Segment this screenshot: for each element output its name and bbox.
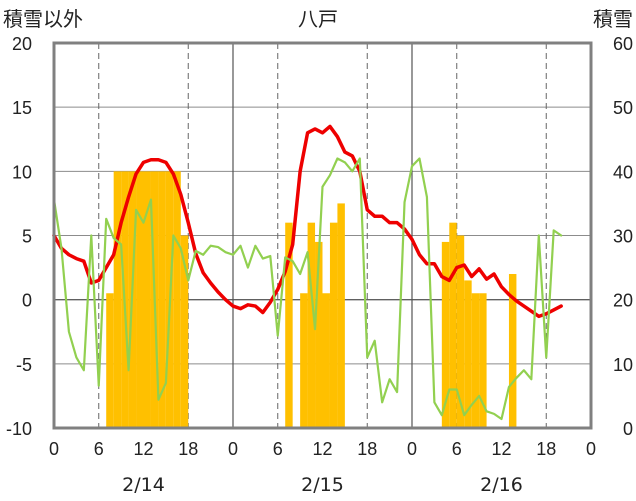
frame-layer bbox=[52, 41, 593, 430]
x-tick-hour: 12 bbox=[491, 439, 511, 459]
snow-depth-bar bbox=[441, 241, 450, 428]
x-date-label: 2/16 bbox=[480, 474, 523, 496]
snow-depth-bar bbox=[180, 235, 189, 428]
y-tick-left: 20 bbox=[12, 34, 32, 54]
snow-depth-bar bbox=[158, 171, 166, 429]
x-tick-hour: 6 bbox=[94, 439, 104, 459]
x-tick-hour: 6 bbox=[452, 439, 462, 459]
snow-depth-bar bbox=[173, 171, 181, 429]
snow-depth-bar bbox=[136, 171, 144, 429]
snow-depth-bar bbox=[337, 203, 345, 428]
x-tick-hour: 18 bbox=[536, 439, 556, 459]
snow-depth-bar bbox=[508, 274, 517, 428]
y-tick-right: 60 bbox=[613, 34, 633, 54]
x-tick-hour: 12 bbox=[133, 439, 153, 459]
snow-depth-bar bbox=[322, 293, 330, 428]
y-tick-right: 0 bbox=[623, 419, 633, 439]
snow-depth-bar bbox=[471, 293, 480, 428]
green-line bbox=[52, 157, 563, 421]
x-tick-hour: 18 bbox=[357, 439, 377, 459]
snow-depth-bar bbox=[449, 222, 457, 428]
y-tick-left: 10 bbox=[12, 162, 32, 182]
y-tick-left: 0 bbox=[22, 291, 32, 311]
x-tick-hour: 0 bbox=[49, 439, 59, 459]
snow-depth-bar bbox=[329, 222, 338, 428]
y-tick-right: 20 bbox=[613, 291, 633, 311]
y-tick-left: -10 bbox=[6, 419, 32, 439]
x-tick-hour: 18 bbox=[178, 439, 198, 459]
y-tick-left: 15 bbox=[12, 98, 32, 118]
x-tick-hour: 0 bbox=[586, 439, 596, 459]
x-tick-hour: 0 bbox=[228, 439, 238, 459]
snow-depth-bar bbox=[315, 241, 323, 428]
y-tick-left: -5 bbox=[16, 355, 32, 375]
snow-depth-bar bbox=[300, 293, 308, 428]
x-tick-hour: 0 bbox=[407, 439, 417, 459]
x-tick-hour: 6 bbox=[273, 439, 283, 459]
temperature-line bbox=[52, 124, 563, 319]
snow-depth-bar bbox=[285, 222, 293, 428]
snow-depth-bar bbox=[456, 235, 465, 428]
left-axis-label: 積雪以外 bbox=[3, 7, 83, 31]
y-tick-right: 50 bbox=[613, 98, 633, 118]
x-date-label: 2/15 bbox=[301, 474, 344, 496]
y-tick-right: 30 bbox=[613, 227, 633, 247]
y-tick-left: 5 bbox=[22, 227, 32, 247]
snow-depth-bar bbox=[113, 171, 122, 429]
snow-depth-bar bbox=[307, 222, 316, 428]
snow-depth-bar bbox=[479, 293, 487, 428]
y-tick-right: 40 bbox=[613, 162, 633, 182]
plot-frame bbox=[52, 41, 593, 430]
chart-title: 八戸 bbox=[298, 7, 338, 31]
y-tick-right: 10 bbox=[613, 355, 633, 375]
snow-depth-bar bbox=[106, 293, 114, 428]
x-date-label: 2/14 bbox=[122, 474, 165, 496]
snow-depth-bar bbox=[143, 171, 151, 429]
x-tick-hour: 12 bbox=[312, 439, 332, 459]
right-axis-label: 積雪 bbox=[593, 7, 633, 31]
snow-depth-bar bbox=[464, 280, 472, 428]
